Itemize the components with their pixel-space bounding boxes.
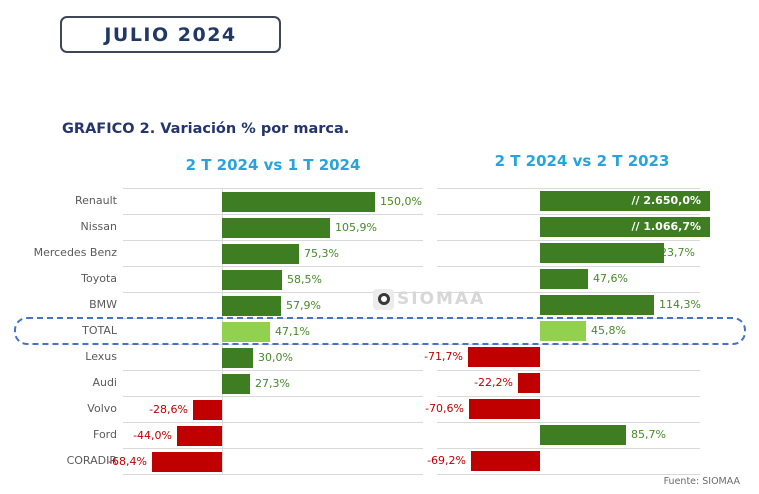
value-bar: [222, 270, 282, 290]
plot-cell: -69,2%: [427, 448, 759, 474]
plot-cell: -44,0%: [123, 422, 423, 448]
value-bar: [468, 347, 540, 367]
plot-cell: -22,2%: [437, 370, 759, 396]
category-label: BMW: [89, 298, 117, 311]
category-label: Audi: [92, 376, 117, 389]
value-label: 75,3%: [304, 247, 339, 260]
plot-cell: 45,8%: [437, 318, 759, 344]
chart-row-volvo: Volvo -28,6% -70,6%: [0, 396, 759, 422]
value-label: -28,6%: [149, 403, 188, 416]
value-label: 105,9%: [335, 221, 377, 234]
value-bar: [540, 269, 588, 289]
value-label: 58,5%: [287, 273, 322, 286]
value-label: 47,1%: [275, 325, 310, 338]
category-label: CORADIR: [66, 454, 117, 467]
value-bar: [222, 218, 330, 238]
plot-cell: 30,0%: [123, 344, 423, 370]
value-label: 114,3%: [659, 298, 701, 311]
category-label: Mercedes Benz: [33, 246, 117, 259]
plot-cell: 114,3%: [437, 292, 759, 318]
value-bar: [152, 452, 222, 472]
chart-row-renault: Renault 150,0% // 2.650,0%: [0, 188, 759, 214]
value-bar: [540, 217, 710, 237]
value-label: 57,9%: [286, 299, 321, 312]
category-label: TOTAL: [82, 324, 117, 337]
value-label: // 2.650,0%: [631, 194, 701, 207]
plot-cell: 27,3%: [123, 370, 423, 396]
plot-cell: 85,7%: [437, 422, 759, 448]
value-bar: [540, 425, 626, 445]
category-label: Nissan: [80, 220, 117, 233]
plot-cell: -70,6%: [425, 396, 759, 422]
category-label: Ford: [93, 428, 117, 441]
value-bar: [222, 244, 299, 264]
category-label: Renault: [75, 194, 117, 207]
value-label: -69,2%: [427, 454, 466, 467]
plot-cell: 105,9%: [123, 214, 423, 240]
value-bar: [222, 348, 253, 368]
plot-cell: 75,3%: [123, 240, 423, 266]
value-bar: [471, 451, 540, 471]
plot-cell: 47,6%: [437, 266, 759, 292]
category-label: Lexus: [85, 350, 117, 363]
bar-chart-rows: Renault 150,0% // 2.650,0% Nissan 105,9% // 1…: [0, 188, 759, 475]
value-bar: [193, 400, 222, 420]
watermark-label: SIOMAA: [397, 289, 486, 309]
category-label: Volvo: [87, 402, 117, 415]
value-bar: [540, 321, 586, 341]
chart-row-toyota: Toyota 58,5% 47,6%: [0, 266, 759, 292]
value-label: -68,4%: [108, 455, 147, 468]
value-bar: [222, 322, 270, 342]
siomaa-logo-icon: [373, 288, 394, 310]
value-bar: [540, 295, 654, 315]
panel-header-left: 2 T 2024 vs 1 T 2024: [185, 156, 361, 174]
plot-cell: -28,6%: [123, 396, 423, 422]
value-bar: [518, 373, 540, 393]
watermark: SIOMAA: [373, 288, 485, 310]
plot-cell: // 1.066,7%: [437, 214, 759, 240]
value-label: -70,6%: [425, 402, 464, 415]
chart-row-bmw: BMW 57,9% 114,3%: [0, 292, 759, 318]
plot-cell: -68,4%: [108, 448, 423, 474]
plot-cell: 47,1%: [123, 318, 423, 344]
value-label: 45,8%: [591, 324, 626, 337]
period-badge: JULIO 2024: [60, 16, 281, 53]
plot-cell: 123,7%: [437, 240, 759, 266]
plot-cell: // 2.650,0%: [437, 188, 759, 214]
value-label: 27,3%: [255, 377, 290, 390]
plot-cell: 58,5%: [123, 266, 423, 292]
value-label: -71,7%: [424, 350, 463, 363]
value-label: 47,6%: [593, 272, 628, 285]
chart-row-lexus: Lexus 30,0% -71,7%: [0, 344, 759, 370]
value-label: // 1.066,7%: [631, 220, 701, 233]
panel-header-right: 2 T 2024 vs 2 T 2023: [494, 152, 670, 170]
value-bar: [469, 399, 540, 419]
value-label: 30,0%: [258, 351, 293, 364]
chart-row-coradir: CORADIR -68,4% -69,2%: [0, 448, 759, 474]
chart-row-nissan: Nissan 105,9% // 1.066,7%: [0, 214, 759, 240]
plot-cell: 57,9%: [123, 292, 423, 318]
value-bar: [222, 374, 250, 394]
value-label: -44,0%: [133, 429, 172, 442]
period-badge-label: JULIO 2024: [104, 23, 237, 46]
value-bar: [222, 296, 281, 316]
plot-cell: 150,0%: [123, 188, 423, 214]
source-note: Fuente: SIOMAA: [663, 476, 740, 487]
value-bar: [540, 243, 664, 263]
value-bar: [540, 191, 710, 211]
value-bar: [177, 426, 222, 446]
value-label: 150,0%: [380, 195, 422, 208]
value-label: 85,7%: [631, 428, 666, 441]
chart-row-ford: Ford -44,0% 85,7%: [0, 422, 759, 448]
chart-row-mercedes-benz: Mercedes Benz 75,3% 123,7%: [0, 240, 759, 266]
category-label: Toyota: [81, 272, 117, 285]
chart-row-audi: Audi 27,3% -22,2%: [0, 370, 759, 396]
plot-cell: -71,7%: [424, 344, 759, 370]
value-bar: [222, 192, 375, 212]
page-title: GRAFICO 2. Variación % por marca.: [62, 121, 350, 137]
chart-row-total: TOTAL 47,1% 45,8%: [0, 318, 759, 344]
value-label: -22,2%: [474, 376, 513, 389]
